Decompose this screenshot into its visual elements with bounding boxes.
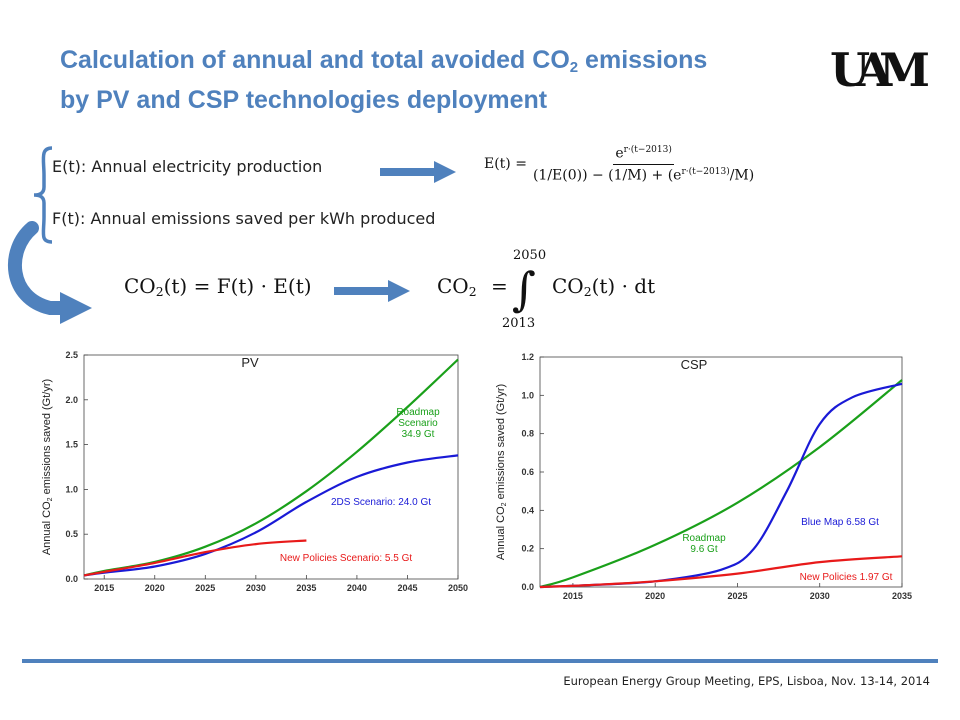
csp-plot-frame bbox=[539, 356, 903, 588]
pv-y-tick-label: 0.5 bbox=[65, 529, 78, 539]
co2-total-lhs: CO2 = bbox=[437, 274, 508, 299]
csp-series-red-label: New Policies 1.97 Gt bbox=[800, 572, 893, 583]
pv-x-tick-label: 2025 bbox=[195, 583, 215, 593]
pv-chart-title: PV bbox=[241, 355, 259, 370]
pv-y-tick-label: 1.0 bbox=[65, 484, 78, 494]
pv-y-tick-label: 0.0 bbox=[65, 574, 78, 584]
pv-plot-frame bbox=[83, 354, 459, 580]
csp-y-tick-label: 0.8 bbox=[521, 429, 534, 439]
csp-series-green-label: 9.6 Gt bbox=[690, 544, 717, 555]
pv-series-green-label: Roadmap bbox=[396, 407, 440, 418]
pv-x-tick-label: 2015 bbox=[94, 583, 114, 593]
pv-x-tick-label: 2035 bbox=[296, 583, 316, 593]
csp-ylabel-sub: 2 bbox=[501, 502, 508, 506]
title-line1-end: emissions bbox=[578, 46, 708, 74]
et-lhs: E(t) = bbox=[484, 156, 527, 173]
et-den-exponent: r·(t−2013) bbox=[681, 166, 730, 177]
csp-series-red-line bbox=[539, 555, 903, 589]
pv-y-tick-label: 2.0 bbox=[65, 395, 78, 405]
csp-x-tick-label: 2025 bbox=[727, 591, 747, 601]
integrand-rest: (t) · dt bbox=[591, 274, 656, 298]
pv-y-axis-label: Annual CO2 emissions saved (Gt/yr) bbox=[41, 379, 54, 555]
logo-text: UAM bbox=[830, 43, 930, 95]
total-co2-subscript: 2 bbox=[468, 284, 477, 300]
csp-x-tick-label: 2035 bbox=[892, 591, 912, 601]
pv-ylabel-pre: Annual CO bbox=[41, 501, 53, 555]
csp-chart-title: CSP bbox=[681, 357, 708, 372]
pv-ylabel-sub: 2 bbox=[47, 497, 54, 501]
csp-y-tick-label: 0.2 bbox=[521, 544, 534, 554]
co2-text: CO bbox=[124, 274, 156, 298]
csp-chart: 2015 2020 2025 2030 2035 0.0 0.2 0.4 0.6 0.8 1.0 1.… bbox=[495, 352, 912, 601]
et-den-part-a: (1/E(0)) − (1/M) + (e bbox=[532, 167, 682, 184]
footer-citation: European Energy Group Meeting, EPS, Lisb… bbox=[563, 674, 930, 688]
slide-title-line2: by PV and CSP technologies deployment bbox=[60, 86, 548, 114]
et-num-exponent: r·(t−2013) bbox=[623, 145, 672, 155]
definition-bracket bbox=[33, 146, 53, 244]
total-equals: = bbox=[490, 274, 508, 298]
integral-lower-limit: 2013 bbox=[502, 316, 536, 331]
pv-series-blue-label: 2DS Scenario: 24.0 Gt bbox=[331, 497, 431, 508]
csp-y-tick-label: 1.0 bbox=[521, 390, 534, 400]
csp-ylabel-post: emissions saved (Gt/yr) bbox=[495, 384, 507, 503]
slide-title-line1: Calculation of annual and total avoided … bbox=[60, 44, 820, 84]
csp-series-blue-line bbox=[539, 382, 903, 589]
csp-y-axis-label: Annual CO2 emissions saved (Gt/yr) bbox=[495, 384, 508, 560]
uam-logo: UAM bbox=[830, 43, 930, 95]
csp-series-green-label: Roadmap bbox=[682, 533, 726, 544]
pv-series-green-label: 34.9 Gt bbox=[402, 429, 435, 440]
csp-series-green-line bbox=[539, 379, 903, 589]
pv-x-tick-label: 2020 bbox=[145, 583, 165, 593]
integral-sign: ∫ bbox=[512, 262, 536, 316]
integrand: CO2(t) · dt bbox=[552, 274, 655, 299]
right-arrow-icon-2 bbox=[334, 280, 410, 302]
pv-y-tick-label: 1.5 bbox=[65, 440, 78, 450]
title-subscript: 2 bbox=[569, 59, 579, 76]
footer-divider bbox=[22, 659, 938, 663]
et-num-base: e bbox=[615, 145, 624, 162]
total-co2-text: CO bbox=[437, 274, 469, 298]
csp-y-tick-label: 0.0 bbox=[521, 582, 534, 592]
csp-y-tick-label: 1.2 bbox=[521, 352, 534, 362]
et-formula: E(t) = er·(t−2013) (1/E(0)) − (1/M) + (e… bbox=[484, 145, 754, 183]
pv-chart: 2015 2020 2025 2030 2035 2040 2045 2050 0.0 0.5 1.… bbox=[41, 350, 468, 593]
csp-x-tick-label: 2015 bbox=[563, 591, 583, 601]
co2-product-formula: CO2(t) = F(t) · E(t) bbox=[124, 274, 312, 299]
integral-upper-limit: 2050 bbox=[513, 248, 547, 263]
csp-x-tick-label: 2020 bbox=[645, 591, 665, 601]
csp-x-tick-label: 2030 bbox=[810, 591, 830, 601]
csp-y-tick-label: 0.4 bbox=[521, 505, 534, 515]
pv-x-tick-label: 2030 bbox=[246, 583, 266, 593]
co2-rhs: (t) = F(t) · E(t) bbox=[163, 274, 312, 298]
pv-series-red-label: New Policies Scenario: 5.5 Gt bbox=[280, 553, 413, 564]
pv-x-tick-label: 2040 bbox=[347, 583, 367, 593]
co2-subscript: 2 bbox=[155, 284, 164, 300]
pv-series-green-label: Scenario bbox=[398, 418, 438, 429]
pv-ylabel-post: emissions saved (Gt/yr) bbox=[41, 379, 53, 498]
et-fraction: er·(t−2013) (1/E(0)) − (1/M) + (er·(t−20… bbox=[533, 145, 754, 183]
e-definition: E(t): Annual electricity production bbox=[52, 157, 323, 176]
right-arrow-icon-1 bbox=[380, 161, 456, 183]
et-numerator: er·(t−2013) bbox=[613, 145, 674, 165]
title-line1-text: Calculation of annual and total avoided … bbox=[60, 46, 570, 74]
et-denominator: (1/E(0)) − (1/M) + (er·(t−2013)/M) bbox=[533, 165, 754, 184]
integrand-co2: CO bbox=[552, 274, 584, 298]
pv-x-tick-label: 2050 bbox=[448, 583, 468, 593]
csp-series-blue-label: Blue Map 6.58 Gt bbox=[801, 517, 879, 528]
csp-ylabel-pre: Annual CO bbox=[495, 506, 507, 560]
integrand-subscript: 2 bbox=[583, 284, 592, 300]
pv-x-tick-label: 2045 bbox=[397, 583, 417, 593]
curved-arrow-icon bbox=[7, 221, 92, 324]
pv-series-blue-line bbox=[83, 454, 459, 577]
f-definition: F(t): Annual emissions saved per kWh pro… bbox=[52, 209, 436, 228]
slide-title: Calculation of annual and total avoided … bbox=[60, 44, 820, 117]
et-den-part-b: /M) bbox=[729, 167, 755, 184]
pv-series-red-line bbox=[83, 539, 307, 577]
pv-y-tick-label: 2.5 bbox=[65, 350, 78, 360]
csp-y-tick-label: 0.6 bbox=[521, 467, 534, 477]
